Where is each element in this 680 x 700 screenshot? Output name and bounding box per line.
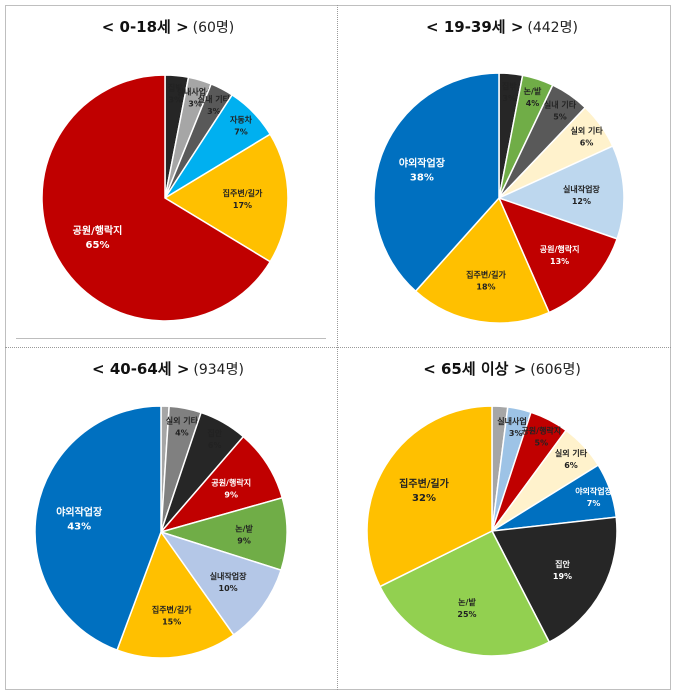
- pie-panel-19-39: < 19-39세 > (442명) 집밖 3% 논/밭 4% 실내 기타 5% 실외 기타 6%…: [342, 8, 662, 338]
- slice-percent: 65%: [86, 240, 110, 251]
- slice-label: 집밖: [168, 83, 183, 93]
- pie-title: < 19-39세 > (442명): [342, 16, 662, 37]
- slice-label: 실외 기타: [555, 448, 588, 458]
- slice-percent: 12%: [572, 197, 591, 206]
- pie-count: (606명): [530, 362, 581, 378]
- slice-percent: 7%: [587, 499, 601, 508]
- slice-label: 실내 기타: [544, 100, 577, 110]
- pie-slice-야외작업장: [373, 72, 500, 293]
- slice-percent: 6%: [580, 139, 594, 148]
- pie-slice-집주변-길가: [163, 133, 289, 263]
- pie-slice-공원-행락지: [497, 196, 619, 314]
- pie-slice-집주변-길가: [366, 405, 493, 588]
- pie-slice-실내작업장: [496, 145, 625, 240]
- slice-percent: 5%: [535, 439, 549, 448]
- slice-percent: 9%: [237, 536, 251, 545]
- pie-slice-논-밭: [378, 530, 551, 657]
- slice-label: 실내작업장: [210, 571, 247, 581]
- slice-percent: 7%: [234, 127, 248, 136]
- panel-baseline: [16, 338, 326, 339]
- slice-percent: 38%: [410, 173, 434, 184]
- slice-label: 실내사업상: [497, 416, 534, 426]
- slice-percent: 6%: [208, 441, 222, 450]
- slice-percent: 4%: [175, 429, 189, 438]
- slice-label: 논/밭: [235, 523, 253, 533]
- pie-slice-공원-행락지: [41, 74, 272, 322]
- pie-title: < 0-18세 > (60명): [8, 16, 328, 37]
- pie-title-text: < 0-18세 >: [101, 18, 189, 36]
- slice-label: 집주변/길가: [223, 188, 263, 198]
- slice-label: 집안: [207, 428, 222, 438]
- pie-slice-실내작업장: [159, 530, 283, 636]
- slice-label: 공원/행락지: [540, 244, 580, 254]
- slice-percent: 9%: [224, 490, 238, 499]
- slice-percent: 19%: [553, 572, 572, 581]
- slice-label: 실내작업장: [563, 184, 600, 194]
- slice-percent: 3%: [168, 96, 182, 105]
- slice-percent: 32%: [412, 493, 436, 504]
- pie-panel-40-64: < 40-64세 > (934명) 실외 기타 4% 집안 6% 공원/행락지 9% 논/밭 9…: [8, 350, 328, 680]
- pie-count: (60명): [192, 20, 235, 36]
- slice-label: 집안: [555, 559, 570, 569]
- pie-slice-집주변-길가: [414, 196, 551, 324]
- pie-panel-65-plus: < 65세 이상 > (606명) 실내사업상 3% 공원/행락지 5% 실외 기타 6% 야…: [342, 350, 662, 680]
- slice-label: 논/밭: [524, 86, 542, 96]
- pie-title-text: < 65세 이상 >: [423, 360, 527, 378]
- slice-percent: 13%: [550, 257, 569, 266]
- slice-label: 논/밭: [458, 597, 476, 607]
- slice-label: 공원/행락지: [73, 224, 123, 237]
- slice-label: 실내사업상: [177, 87, 214, 97]
- slice-label: 야외작업장: [56, 505, 103, 518]
- pie-panel-0-18: < 0-18세 > (60명) 집밖 3% 실내사업상 3% 실내 기타 3% 자동차 7% 집주…: [8, 8, 328, 339]
- slice-label: 공원/행락지: [521, 426, 561, 436]
- slice-percent: 18%: [476, 283, 495, 292]
- slice-label: 집주변/길가: [399, 477, 449, 490]
- pie-title-text: < 19-39세 >: [426, 18, 524, 36]
- slice-percent: 25%: [457, 610, 476, 619]
- slice-percent: 43%: [67, 521, 91, 532]
- pie-title: < 65세 이상 > (606명): [342, 358, 662, 379]
- pie-slice-야외작업장: [34, 405, 162, 652]
- slice-label: 야외작업장: [575, 486, 612, 496]
- pie-chart-65-plus: 실내사업상 3%공원/행락지 5% 실외 기타 6% 야외작업장 7% 집안 19% 논/밭 25%…: [366, 405, 618, 657]
- slice-percent: 10%: [219, 584, 238, 593]
- slice-label: 집주변/길가: [152, 605, 192, 615]
- slice-percent: 3%: [207, 107, 221, 116]
- pie-title: < 40-64세 > (934명): [8, 358, 328, 379]
- pie-chart-19-39: 집밖 3% 논/밭 4% 실내 기타 5%실외 기타 6% 실내작업장 12% 공원/행락지 13%…: [373, 72, 625, 324]
- divider-horizontal: [5, 347, 671, 348]
- slice-label: 자동차: [230, 114, 253, 124]
- slice-label: 야외작업장: [399, 157, 446, 170]
- slice-percent: 3%: [502, 94, 516, 103]
- slice-label: 공원/행락지: [211, 477, 251, 487]
- pie-count: (442명): [527, 20, 578, 36]
- pie-count: (934명): [193, 362, 244, 378]
- slice-label: 집주변/길가: [466, 270, 506, 280]
- slice-label: 집밖: [502, 81, 517, 91]
- slice-percent: 15%: [162, 618, 181, 627]
- slice-label: 실내 기타: [198, 94, 231, 104]
- slice-percent: 3%: [509, 429, 523, 438]
- pie-title-text: < 40-64세 >: [92, 360, 190, 378]
- pie-slice-집안: [490, 516, 618, 644]
- pie-slice-집주변-길가: [116, 530, 235, 659]
- slice-label: 실외 기타: [570, 126, 603, 136]
- slice-label: 실외 기타: [166, 416, 199, 426]
- pie-chart-40-64: 실외 기타 4% 집안 6% 공원/행락지 9% 논/밭 9% 실내작업장 10% 집주변/길가 15…: [34, 405, 288, 659]
- slice-percent: 6%: [564, 461, 578, 470]
- slice-percent: 4%: [526, 99, 540, 108]
- slice-percent: 3%: [188, 100, 202, 109]
- slice-percent: 17%: [233, 201, 252, 210]
- slice-percent: 5%: [553, 113, 567, 122]
